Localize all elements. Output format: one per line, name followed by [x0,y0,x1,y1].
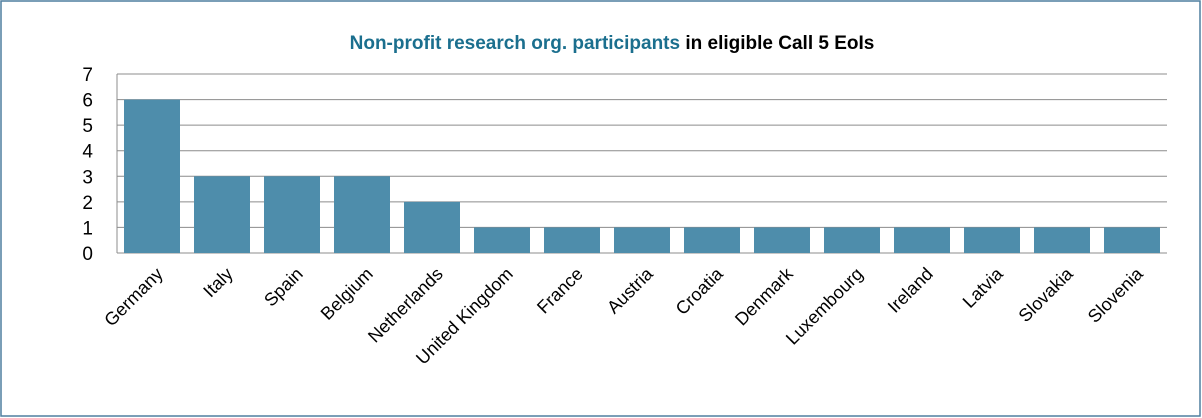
y-tick-label: 6 [82,91,93,112]
chart-title: Non-profit research org. participants in… [350,33,875,54]
bar [1104,227,1160,253]
y-tick-label: 0 [82,244,93,265]
bar [964,227,1020,253]
bar [684,227,740,253]
y-tick-label: 2 [82,193,93,214]
y-tick-label: 3 [82,167,93,188]
title-part: in eligible Call 5 EoIs [685,33,874,54]
bar [124,99,180,253]
bar [194,176,250,253]
y-tick-label: 4 [82,142,93,163]
y-tick-label: 7 [82,65,93,86]
bar [474,227,530,253]
y-tick-label: 1 [82,218,93,239]
title-part: Non-profit research org. participants [350,33,680,54]
bar [264,176,320,253]
bar [334,176,390,253]
bar [614,227,670,253]
bar [544,227,600,253]
bar [894,227,950,253]
bar [824,227,880,253]
bar [754,227,810,253]
y-tick-label: 5 [82,116,93,137]
bar [1034,227,1090,253]
bar [404,201,460,253]
